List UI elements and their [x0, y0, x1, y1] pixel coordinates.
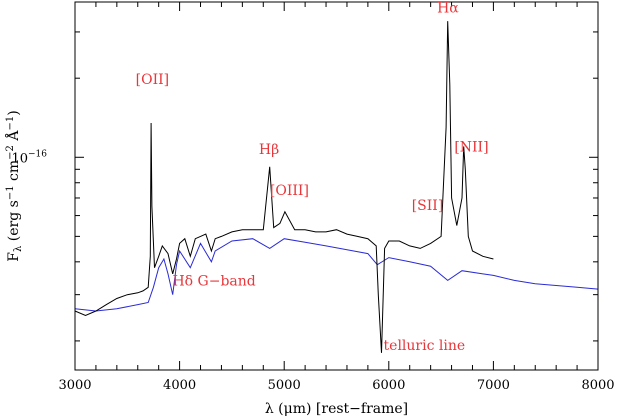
observed-spectrum-line	[74, 21, 494, 353]
annotation-oii: [OII]	[136, 72, 169, 88]
x-tick-labels: 3000 4000 5000 6000 7000 8000	[58, 378, 614, 393]
ylabel-rest: (erg s	[6, 200, 22, 246]
x-tick-label: 6000	[372, 378, 405, 393]
y-tick-label: 10−16	[11, 149, 47, 166]
ylabel-cm: cm	[6, 160, 22, 186]
x-tick-label: 5000	[268, 378, 301, 393]
line-annotations: [OII] Hδ G−band Hβ [OIII] [SII] Hα [NII] tellur…	[136, 1, 489, 354]
x-axis-title: λ (μm) [rest−frame]	[265, 401, 408, 417]
x-tick-label: 8000	[581, 378, 614, 393]
ylabel-exp2: −2	[5, 145, 16, 160]
ylabel-exp3: −1	[5, 116, 16, 131]
ylabel-f: F	[6, 252, 22, 262]
ylabel-exp1: −1	[5, 185, 16, 200]
x-tick-label: 4000	[163, 378, 196, 393]
annotation-nii: [NII]	[454, 140, 488, 156]
plot-frame	[74, 1, 599, 371]
ylabel-sub: λ	[13, 245, 24, 252]
annotation-hdelta: Hδ G−band	[172, 274, 255, 290]
model-spectrum-line	[74, 238, 599, 312]
ylabel-close: )	[6, 110, 22, 115]
x-tick-label: 3000	[58, 378, 91, 393]
x-tick-label: 7000	[477, 378, 510, 393]
axis-ticks	[74, 2, 599, 370]
y-axis-title: Fλ (erg s−1 cm−2 Å−1)	[4, 110, 24, 261]
annotation-oiii: [OIII]	[270, 183, 309, 199]
annotation-hbeta: Hβ	[259, 142, 279, 158]
annotation-halpha: Hα	[437, 1, 459, 17]
ylabel-ang: Å	[4, 130, 22, 145]
annotation-sii: [SII]	[412, 198, 444, 214]
plot-area	[74, 21, 599, 353]
y-tick-labels: 10−16	[11, 149, 47, 166]
annotation-telluric: telluric line	[384, 338, 466, 354]
